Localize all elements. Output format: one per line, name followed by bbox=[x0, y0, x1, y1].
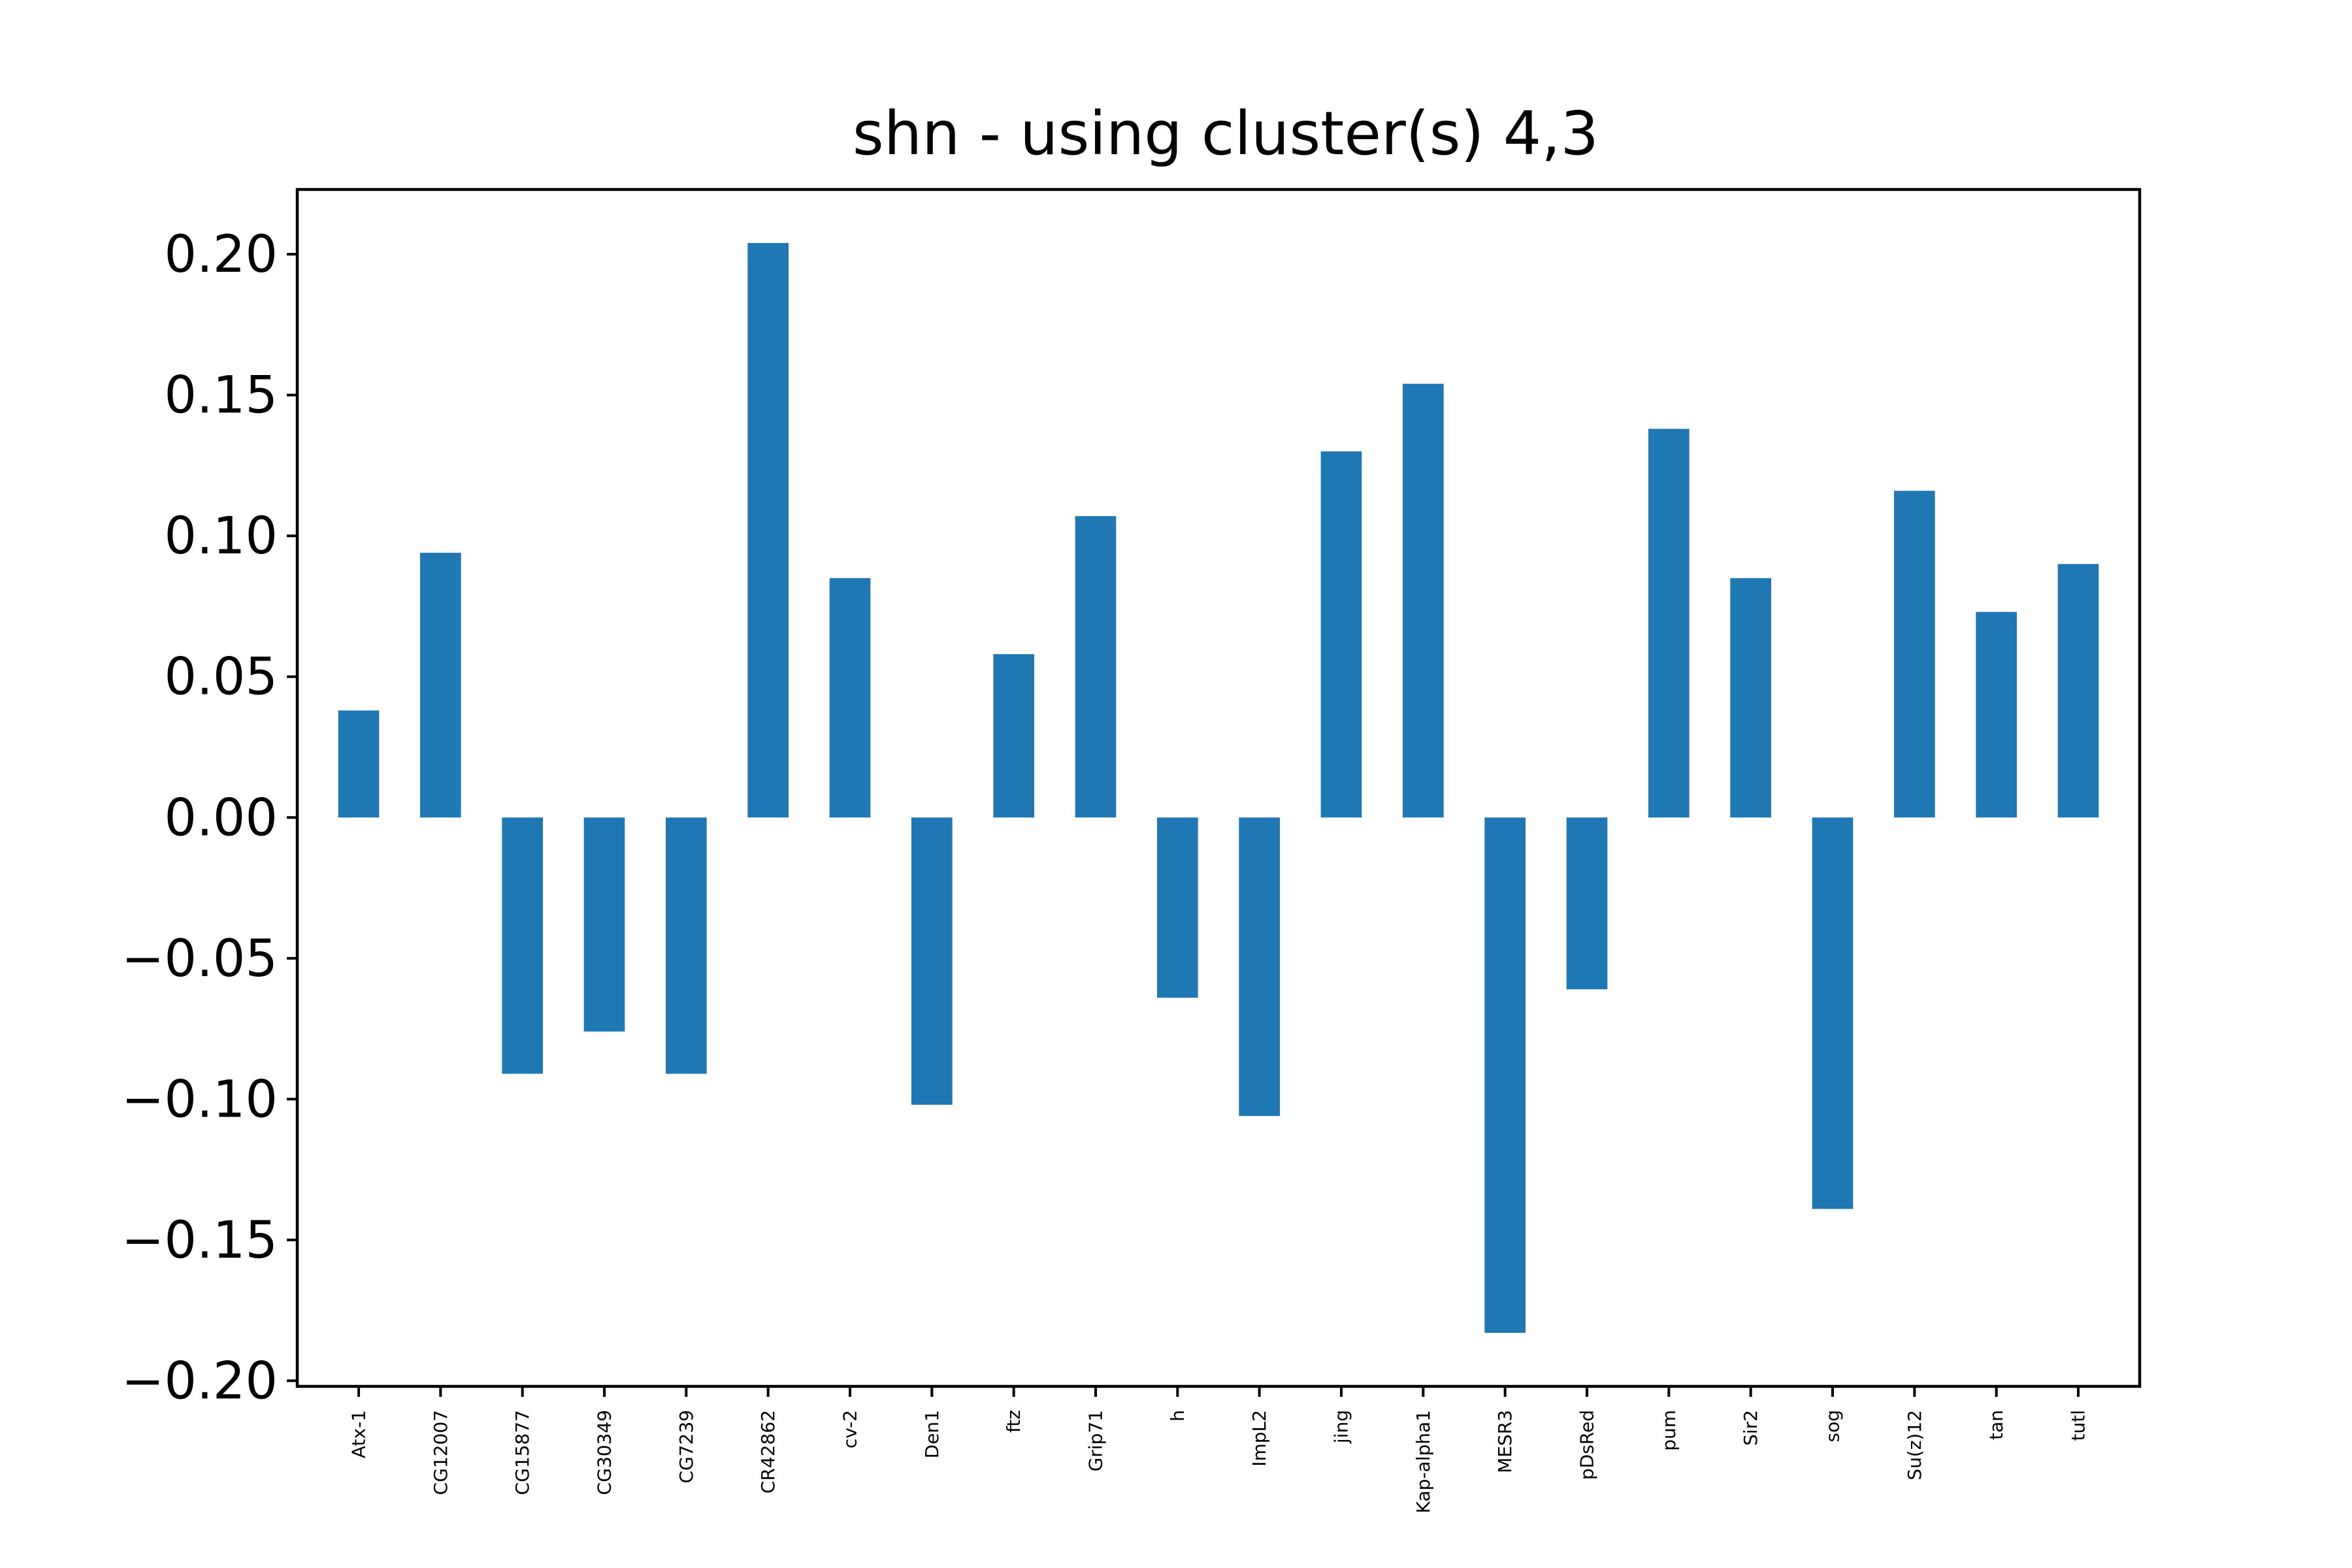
y-tick-label: 0.05 bbox=[164, 648, 278, 707]
bars-layer bbox=[338, 242, 2099, 1333]
x-tick-label: h bbox=[1167, 1410, 1188, 1422]
bar-jing bbox=[1320, 451, 1362, 818]
bar-Atx-1 bbox=[338, 710, 380, 818]
y-axis: −0.20 −0.15 −0.10 −0.05 0.00 0.05 0.10 0.15 0.20 bbox=[122, 225, 297, 1411]
x-tick-label: pum bbox=[1658, 1410, 1680, 1451]
x-tick-label: CG30349 bbox=[594, 1410, 615, 1495]
y-tick-label: −0.15 bbox=[122, 1211, 278, 1270]
bar-CG7239 bbox=[666, 817, 707, 1074]
bar-tan bbox=[1976, 612, 2017, 818]
y-tick-label: −0.05 bbox=[122, 930, 278, 988]
x-tick-label: cv-2 bbox=[840, 1410, 861, 1448]
y-tick-label: −0.10 bbox=[122, 1070, 278, 1129]
x-tick-label: Atx-1 bbox=[348, 1410, 370, 1458]
bar-pDsRed bbox=[1566, 817, 1608, 990]
x-tick-label: MESR3 bbox=[1494, 1410, 1516, 1473]
plot-frame bbox=[295, 188, 2142, 1388]
y-tick-label: −0.20 bbox=[122, 1352, 278, 1411]
y-tick-label: 0.00 bbox=[164, 789, 278, 847]
bar-cv-2 bbox=[829, 578, 871, 818]
bar-Sir2 bbox=[1730, 578, 1771, 818]
x-tick-label: ImpL2 bbox=[1249, 1410, 1270, 1467]
x-tick-label: Grip71 bbox=[1085, 1410, 1107, 1471]
x-tick-label: CG15877 bbox=[512, 1410, 533, 1495]
x-tick-label: Kap-alpha1 bbox=[1413, 1410, 1434, 1513]
x-tick-label: Den1 bbox=[921, 1410, 943, 1458]
bar-tutl bbox=[2057, 564, 2099, 818]
y-tick-label: 0.10 bbox=[164, 507, 278, 566]
x-tick-label: ftz bbox=[1003, 1410, 1024, 1433]
bar-CG15877 bbox=[502, 817, 543, 1074]
bar-CR42862 bbox=[747, 242, 789, 818]
x-tick-label: Sir2 bbox=[1740, 1410, 1761, 1446]
bar-sog bbox=[1812, 817, 1854, 1209]
bar-Su(z)12 bbox=[1894, 491, 1935, 818]
chart-title: shn - using cluster(s) 4,3 bbox=[853, 99, 1599, 169]
bar-h bbox=[1157, 817, 1198, 998]
x-tick-label: sog bbox=[1822, 1410, 1844, 1443]
bar-pum bbox=[1648, 429, 1690, 818]
bar-ftz bbox=[993, 654, 1034, 818]
bar-Kap-alpha1 bbox=[1403, 384, 1444, 818]
x-axis: Atx-1 CG12007 CG15877 CG30349 CG7239 CR42862 c… bbox=[348, 1386, 2089, 1513]
x-tick-label: Su(z)12 bbox=[1904, 1410, 1925, 1480]
y-tick-label: 0.20 bbox=[164, 225, 278, 284]
x-tick-label: CG12007 bbox=[430, 1410, 451, 1495]
bar-Grip71 bbox=[1075, 516, 1117, 818]
x-tick-label: jing bbox=[1331, 1410, 1352, 1444]
bar-Den1 bbox=[911, 817, 953, 1105]
x-tick-label: pDsRed bbox=[1576, 1410, 1598, 1480]
x-tick-label: tutl bbox=[2068, 1410, 2089, 1441]
bar-CG30349 bbox=[583, 817, 625, 1032]
x-tick-label: CG7239 bbox=[676, 1410, 697, 1484]
x-tick-label: CR42862 bbox=[757, 1410, 779, 1494]
bar-MESR3 bbox=[1484, 817, 1526, 1333]
x-tick-label: tan bbox=[1985, 1410, 2007, 1440]
y-tick-label: 0.15 bbox=[164, 367, 278, 425]
bar-ImpL2 bbox=[1239, 817, 1280, 1117]
bar-CG12007 bbox=[420, 553, 461, 818]
